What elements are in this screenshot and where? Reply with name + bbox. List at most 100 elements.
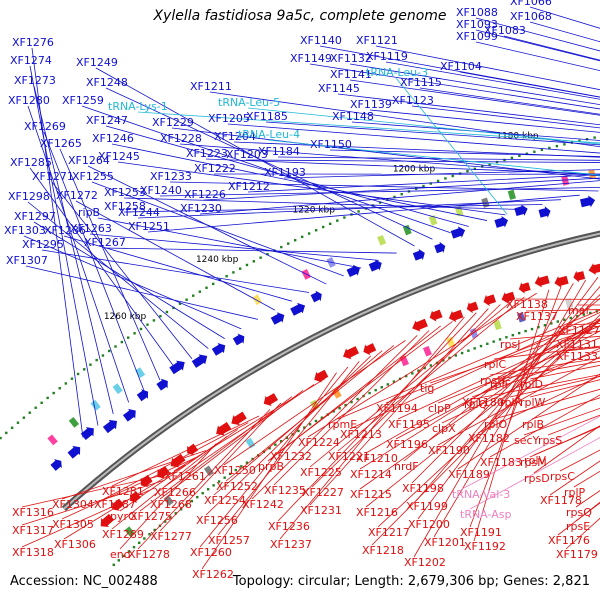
forward-leader-line <box>459 71 600 98</box>
ruler-dot-inner <box>505 336 508 339</box>
forward-gene-label: XF1303 <box>4 224 46 237</box>
reverse-gene-label: XF1176 <box>548 534 590 547</box>
reverse-gene-label: rpsJ <box>500 338 520 351</box>
ruler-dot-inner <box>448 356 451 360</box>
ruler-dot-inner <box>196 495 199 499</box>
ruler-dot-inner <box>212 484 215 487</box>
ruler-dot-inner <box>303 426 306 429</box>
ruler-dot-outer <box>95 358 98 362</box>
forward-leader-line <box>203 177 600 201</box>
reverse-gene-label: XF1190 <box>428 444 470 457</box>
ruler-dot-inner <box>479 344 483 348</box>
reverse-leader-line <box>471 350 600 398</box>
forward-leader-line <box>247 174 600 193</box>
ruler-dot-inner <box>374 388 377 392</box>
forward-gene-label: XF1295 <box>22 238 64 251</box>
forward-gene-label: XF1068 <box>510 10 552 23</box>
reverse-gene-label: XF1179 <box>556 548 598 561</box>
forward-gene-label: XF1247 <box>86 114 128 127</box>
forward-gene-arrow <box>169 360 185 375</box>
ruler-dot-inner <box>563 318 566 321</box>
ruler-dot-outer <box>259 256 262 259</box>
ruler-dot-inner <box>217 480 221 483</box>
reverse-gene-label: prpB <box>258 460 284 473</box>
forward-gene-label: XF1223 <box>186 147 228 160</box>
ruler-dot-outer <box>533 150 536 153</box>
ruler-dot-outer <box>540 148 544 152</box>
ruler-dot-outer <box>83 368 86 371</box>
forward-gene-arrow <box>102 419 117 434</box>
ruler-dot-inner <box>467 349 470 352</box>
ruler-dot-inner <box>344 403 347 407</box>
forward-category-block <box>252 294 263 306</box>
ruler-dot-inner <box>206 488 210 491</box>
reverse-gene-label: XF1232 <box>270 450 312 463</box>
reverse-gene-label: tig <box>420 382 434 395</box>
ruler-dot-inner <box>223 476 226 479</box>
reverse-gene-label: XF1260 <box>190 546 232 559</box>
trna-forward-leader <box>267 139 600 176</box>
forward-gene-label: XF1149 <box>290 52 332 65</box>
forward-gene-label: XF1307 <box>6 254 48 267</box>
ruler-dot-inner <box>442 359 445 362</box>
reverse-gene-label: rpsH <box>480 374 506 387</box>
forward-gene-arrow <box>122 408 136 422</box>
forward-gene-label: XF1274 <box>10 54 52 67</box>
forward-gene-label: XF1258 <box>104 200 146 213</box>
ruler-dot-outer <box>548 146 551 150</box>
ruler-dot-outer <box>198 290 202 293</box>
reverse-leader-line <box>159 390 304 500</box>
ruler-dot-outer <box>266 252 269 256</box>
ruler-dot-inner <box>338 407 341 410</box>
reverse-gene-arrow <box>518 282 531 294</box>
ruler-dot-outer <box>64 382 68 385</box>
reverse-gene-label: secY <box>514 434 540 447</box>
ruler-dot-inner <box>404 374 408 378</box>
accession-text: Accession: NC_002488 <box>10 574 158 589</box>
forward-category-block <box>507 189 516 200</box>
forward-gene-label: XF1298 <box>8 190 50 203</box>
ruler-dot-inner <box>234 468 237 472</box>
ruler-dot-inner <box>429 364 433 367</box>
ruler-dot-outer <box>329 222 332 226</box>
reverse-leader-line <box>337 309 600 420</box>
ruler-dot-outer <box>280 245 283 249</box>
forward-gene-label: XF1203 <box>226 148 268 161</box>
ruler-dot-outer <box>58 387 61 390</box>
reverse-gene-label: rpsD <box>524 472 550 485</box>
forward-gene-arrow <box>290 302 306 316</box>
reverse-leader-line <box>21 479 165 526</box>
reverse-leader-line <box>477 375 600 434</box>
ruler-dot-outer <box>321 225 325 229</box>
reverse-gene-arrow <box>170 453 186 468</box>
forward-gene-label: XF1148 <box>332 110 374 123</box>
forward-leader-line <box>25 265 259 320</box>
forward-leader-line <box>475 17 600 52</box>
reverse-gene-label: XF1268 <box>150 498 192 511</box>
forward-gene-label: XF1204 <box>214 130 256 143</box>
reverse-category-block <box>399 355 410 367</box>
reverse-category-block <box>245 437 256 449</box>
ruler-dot-outer <box>212 282 215 286</box>
forward-gene-label: XF1088 <box>456 6 498 19</box>
ruler-dot-outer <box>436 179 440 183</box>
ruler-dot-outer <box>52 391 55 395</box>
ruler-dot-inner <box>486 342 489 346</box>
ruler-dot-inner <box>332 410 335 413</box>
ruler-dot-outer <box>415 187 418 190</box>
forward-gene-label: XF1123 <box>392 94 434 107</box>
ruler-dot-inner <box>524 329 527 333</box>
ruler-dot-outer <box>70 377 74 380</box>
ruler-dot-inner <box>314 419 318 423</box>
forward-gene-arrow <box>434 241 446 254</box>
forward-label-leaders <box>23 6 600 438</box>
forward-leader-line <box>351 121 600 141</box>
forward-gene-label: XF1248 <box>86 76 128 89</box>
ruler-dot-inner <box>498 338 502 341</box>
ruler-dot-outer <box>593 136 596 139</box>
ruler-dot-inner <box>174 512 177 515</box>
forward-leader-line <box>199 180 600 215</box>
reverse-category-block <box>422 345 432 357</box>
forward-gene-label: XF1139 <box>350 98 392 111</box>
forward-gene-label: XF1132 <box>330 52 372 65</box>
